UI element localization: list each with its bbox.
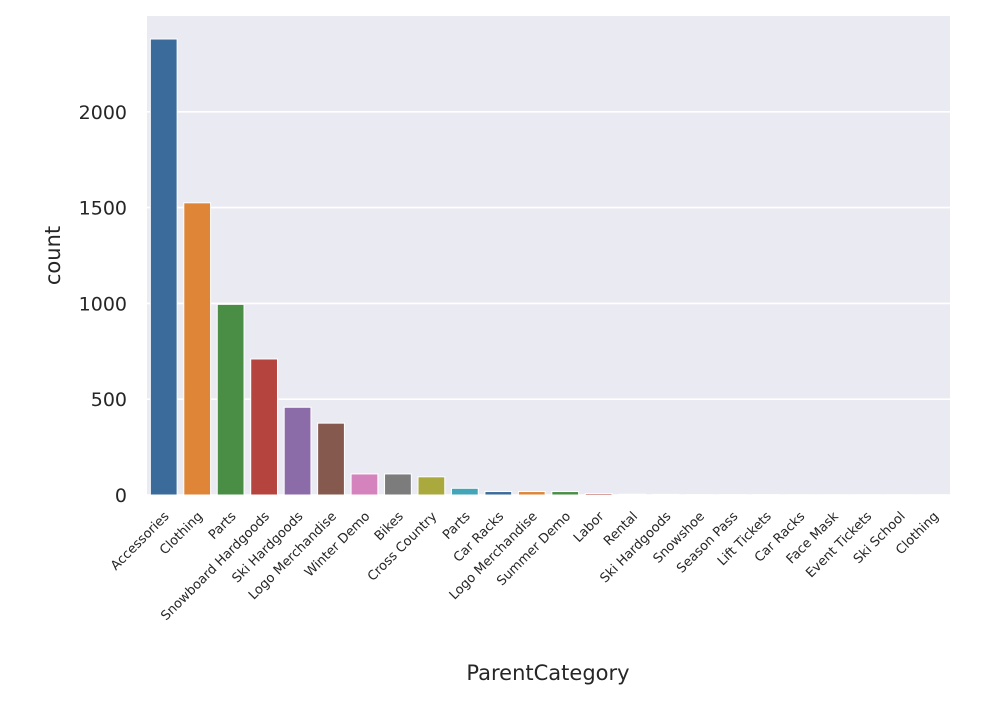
bar — [384, 473, 412, 496]
bar — [250, 358, 278, 496]
bar — [216, 303, 245, 496]
bar — [350, 473, 379, 496]
bar — [149, 38, 178, 496]
y-tick-label: 1000 — [79, 293, 127, 315]
y-tick-label: 500 — [91, 389, 127, 411]
x-axis-label: ParentCategory — [466, 661, 629, 685]
y-tick-label: 2000 — [79, 102, 127, 124]
bar — [584, 492, 613, 496]
bar — [484, 491, 513, 496]
bar — [283, 406, 312, 496]
plot-area — [147, 16, 950, 495]
bar — [317, 422, 345, 496]
y-axis-ticks: 0 500 1000 1500 2000 — [79, 102, 127, 507]
y-tick-label: 0 — [115, 485, 127, 507]
bar — [551, 491, 580, 496]
bar — [183, 202, 212, 496]
bar — [417, 476, 446, 496]
bar — [450, 487, 479, 496]
gridlines — [147, 111, 950, 496]
bar — [618, 493, 647, 496]
bar — [517, 491, 546, 496]
y-axis-label: count — [41, 226, 65, 285]
y-tick-label: 1500 — [79, 198, 127, 220]
bars — [149, 38, 948, 496]
bar — [651, 493, 680, 496]
